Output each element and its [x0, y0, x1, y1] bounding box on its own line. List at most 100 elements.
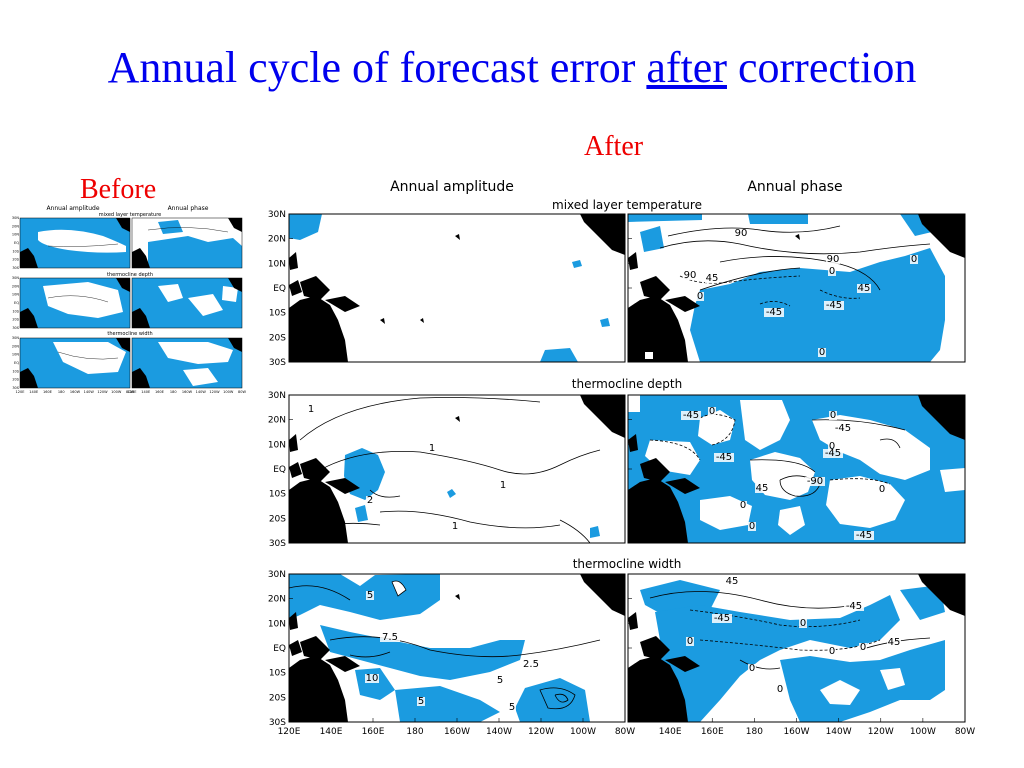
- contour-label: 45: [858, 283, 871, 294]
- lon-tick-label: 160W: [783, 727, 809, 737]
- contour-label: 5: [418, 696, 424, 707]
- contour-label: 0: [800, 618, 806, 629]
- contour-label: -45: [766, 307, 782, 318]
- lat-tick-label: 20N: [268, 595, 286, 605]
- lon-tick-label: 180: [746, 727, 763, 737]
- mini-lat-tick-label: EQ: [14, 301, 19, 305]
- contour-label: -45: [825, 448, 841, 459]
- contour-label: 0: [709, 406, 715, 417]
- panel-td-phase: [628, 395, 965, 543]
- lon-tick-label: 120W: [868, 727, 894, 737]
- contour-label: -45: [716, 452, 732, 463]
- contour-label-bg: [708, 407, 716, 416]
- contour-label: 0: [749, 663, 755, 674]
- contour-label-bg: [755, 484, 769, 493]
- mini-lat-tick-label: 20S: [12, 318, 19, 322]
- mini-lat-tick-label: 10N: [12, 293, 19, 297]
- contour-label: 0: [911, 254, 917, 265]
- mini-lat-tick-label: 30S: [12, 266, 19, 270]
- contour-label: 0: [829, 646, 835, 657]
- contour-label: 0: [740, 500, 746, 511]
- after-label: After: [584, 131, 644, 162]
- contour-label-bg: [508, 703, 516, 712]
- lat-tick-label: EQ: [273, 644, 286, 654]
- mini-lat-tick-label: 30N: [12, 216, 19, 220]
- lon-tick-label: 100W: [910, 727, 936, 737]
- lon-tick-label: 80W: [955, 727, 975, 737]
- contour-label-bg: [499, 481, 507, 490]
- row-title-td: thermocline depth: [572, 377, 682, 391]
- contour-label-bg: [734, 229, 748, 238]
- axis-ticks: 30N 20N 10N EQ 10S 20S 30S 30N 20N 10N EQ 10S 20S 30S…: [268, 210, 975, 737]
- lat-tick-label: 10S: [269, 309, 286, 319]
- mini-row-title-tw: thermocline width: [107, 331, 152, 337]
- mini-row-title-td: thermocline depth: [107, 272, 153, 278]
- contour-label: 1: [500, 480, 506, 491]
- contour-label-bg: [696, 292, 704, 301]
- contour-label: 7.5: [382, 632, 398, 643]
- lat-tick-label: 30N: [268, 570, 286, 580]
- mini-lat-tick-label: 30S: [12, 326, 19, 330]
- contour-label: 0: [819, 347, 825, 358]
- contour-label-bg: [805, 477, 825, 486]
- contour-label: -45: [846, 601, 862, 612]
- mini-lon-tick-label: 140W: [84, 390, 95, 394]
- lon-tick-label: 100W: [570, 727, 596, 737]
- mini-lon-tick-label: 120W: [97, 390, 108, 394]
- contour-label-bg: [428, 444, 436, 453]
- contour-label-bg: [683, 271, 697, 280]
- mini-panel-tw-phase: [131, 337, 243, 389]
- mini-lat-tick-label: 10S: [12, 309, 19, 313]
- heading-phase: Annual phase: [747, 179, 842, 195]
- mini-lon-tick-label: 80W: [238, 390, 246, 394]
- panel-td-amplitude: [289, 395, 625, 543]
- contour-label-bg: [776, 685, 784, 694]
- contour-label: 45: [888, 637, 901, 648]
- contour-label-bg: [859, 643, 867, 652]
- contour-label-bg: [686, 637, 694, 646]
- contour-label: 5: [367, 590, 373, 601]
- lat-tick-label: 20S: [269, 333, 286, 343]
- contour-label-bg: [451, 522, 459, 531]
- contour-label: 90: [735, 228, 748, 239]
- mini-lat-tick-label: EQ: [14, 241, 19, 245]
- mini-lat-tick-label: 20S: [12, 378, 19, 382]
- contour-label-bg: [910, 255, 918, 264]
- contour-label: 2: [367, 495, 373, 506]
- row-title-mlt: mixed layer temperature: [552, 198, 702, 212]
- panel-mlt-amplitude: [289, 214, 625, 362]
- contour-label-bg: [824, 301, 844, 310]
- contour-label-bg: [739, 501, 747, 510]
- contour-label: -45: [826, 300, 842, 311]
- lon-tick-label: 180: [406, 727, 423, 737]
- mini-panel-td-amplitude: [19, 277, 131, 329]
- lat-tick-label: 30S: [269, 718, 286, 728]
- lat-tick-label: 20S: [269, 514, 286, 524]
- contour-label-bg: [764, 308, 784, 317]
- title-prefix: Annual cycle of forecast error: [107, 43, 647, 92]
- contour-label: 1: [452, 521, 458, 532]
- contour-label-bg: [417, 697, 425, 706]
- lat-tick-label: 10S: [269, 490, 286, 500]
- title-emphasis: after: [646, 43, 727, 92]
- mini-lat-tick-label: 10N: [12, 233, 19, 237]
- lat-tick-label: 10N: [268, 440, 286, 450]
- mini-panel-mlt-amplitude: [19, 217, 131, 269]
- contour-label-bg: [366, 496, 374, 505]
- contour-label-bg: [828, 442, 836, 451]
- mini-lat-tick-label: 30N: [12, 336, 19, 340]
- contour-label: 5: [509, 702, 515, 713]
- contour-label-bg: [833, 424, 853, 433]
- lat-tick-label: 20N: [268, 416, 286, 426]
- contour-label-bg: [854, 531, 874, 540]
- mini-lat-tick-label: 30N: [12, 276, 19, 280]
- contour-label: 45: [726, 576, 739, 587]
- lat-tick-label: 30S: [269, 358, 286, 368]
- contour-label-bg: [828, 647, 836, 656]
- title-suffix: correction: [726, 43, 917, 92]
- lat-tick-label: 20S: [269, 693, 286, 703]
- mini-lon-tick-label: 80W: [126, 390, 134, 394]
- contour-label-bg: [857, 284, 871, 293]
- contour-label-bg: [365, 674, 379, 683]
- mini-lat-tick-label: 20N: [12, 344, 19, 348]
